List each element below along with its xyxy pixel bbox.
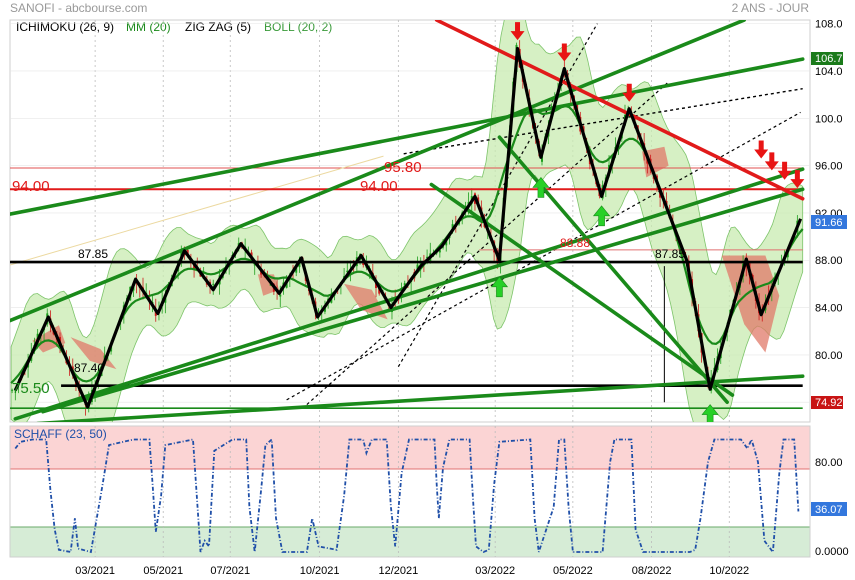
x-tick-label: 10/2021	[300, 565, 340, 577]
schaff-panel: SCHAFF (23, 50) 80.00 0.0000 36.07	[9, 425, 849, 558]
candle-body	[193, 263, 196, 270]
green-trendline	[36, 374, 805, 422]
schaff-value-badge: 36.07	[811, 502, 847, 516]
sell-arrow	[557, 43, 572, 62]
level-label-94-left: 94.00	[12, 178, 50, 195]
candle-body	[438, 250, 441, 253]
x-tick-label: 12/2021	[378, 565, 418, 577]
price-badge-74-92: 74.92	[811, 396, 843, 409]
buy-arrow	[532, 176, 550, 198]
level-label-87-85-right: 87.85	[655, 247, 685, 261]
sell-arrow	[764, 152, 779, 171]
candle-body	[477, 197, 480, 203]
schaff-tick-80: 80.00	[815, 457, 843, 469]
legend-mm: MM (20)	[126, 20, 171, 34]
candle-body	[346, 270, 349, 273]
candle-body	[426, 256, 429, 258]
buy-arrow	[490, 276, 509, 298]
schaff-vertical-grid	[94, 426, 730, 557]
buy-arrow	[701, 404, 719, 422]
x-tick-label: 10/2022	[709, 565, 749, 577]
y-tick-label: 84.00	[815, 303, 843, 315]
sell-arrow	[510, 22, 525, 41]
x-tick-label: 03/2021	[75, 565, 115, 577]
svg-text:106.7: 106.7	[815, 53, 843, 65]
candle-body	[253, 264, 256, 266]
green-trendline	[10, 20, 746, 323]
schaff-title: SCHAFF (23, 50)	[14, 427, 107, 441]
chart-title: SANOFI - abcbourse.com	[10, 1, 147, 15]
svg-text:74.92: 74.92	[815, 397, 843, 409]
candle-body	[445, 241, 448, 246]
green-trendline	[41, 187, 805, 414]
x-tick-label: 05/2021	[143, 565, 183, 577]
legend-zigzag: ZIG ZAG (5)	[185, 20, 251, 34]
level-label-88-88: 88.88	[560, 236, 590, 250]
schaff-line	[14, 436, 800, 555]
x-tick-label: 05/2022	[553, 565, 593, 577]
y-tick-label: 104.0	[815, 66, 843, 78]
schaff-tick-0: 0.0000	[815, 546, 849, 558]
candle-body	[403, 283, 406, 286]
sell-arrow	[790, 170, 805, 189]
level-label-87-40: 87.40	[74, 361, 104, 375]
signal-arrows	[490, 22, 805, 422]
cloud-patch	[344, 283, 388, 320]
price-badge-91-66: 91.66	[811, 215, 847, 229]
cloud-patch	[642, 146, 669, 178]
level-label-95-80: 95.80	[384, 159, 422, 176]
red-resistance-line	[434, 20, 805, 201]
level-label-75-50: 75.50	[12, 380, 50, 397]
svg-text:91.66: 91.66	[815, 217, 843, 229]
green-trendline	[497, 135, 729, 405]
dotted-trendline	[286, 111, 801, 401]
chart-period: 2 ANS - JOUR	[732, 1, 810, 15]
y-tick-label: 108.0	[815, 19, 843, 31]
candle-body	[375, 283, 378, 289]
date-axis: 03/2021 05/2021 07/2021 10/2021 12/2021 03/20…	[75, 565, 749, 577]
price-panel: 76.0080.0084.0088.0092.0096.00100.0104.0…	[9, 19, 847, 423]
buy-arrow	[592, 205, 611, 227]
x-tick-label: 07/2021	[210, 565, 250, 577]
zigzag-line	[13, 46, 803, 409]
y-tick-label: 80.00	[815, 350, 843, 362]
sell-arrow	[622, 83, 637, 102]
candle-body	[11, 389, 14, 391]
legend-boll: BOLL (20, 2)	[264, 20, 332, 34]
green-trendline	[429, 182, 735, 397]
level-label-94-mid: 94.00	[360, 178, 398, 195]
sell-arrow	[777, 161, 792, 180]
candle-body	[416, 264, 419, 269]
green-trendline	[10, 57, 805, 216]
legend-ichimoku: ICHIMOKU (26, 9)	[16, 20, 114, 34]
sell-arrow	[754, 140, 769, 159]
green-trendline	[13, 167, 805, 421]
level-label-87-85-left: 87.85	[78, 247, 108, 261]
candle-body	[212, 283, 215, 285]
y-tick-label: 96.00	[815, 161, 843, 173]
dotted-trendline	[10, 155, 384, 266]
x-tick-label: 03/2022	[475, 565, 515, 577]
resistance-lines	[434, 20, 805, 201]
price-badge-106-7: 106.7	[811, 52, 843, 65]
dotted-trendline	[306, 82, 668, 406]
cloud-patch	[721, 255, 780, 353]
candle-body	[295, 267, 298, 273]
x-tick-label: 08/2022	[632, 565, 672, 577]
candle-body	[279, 294, 282, 297]
candle-body	[285, 281, 288, 288]
y-tick-label: 100.0	[815, 113, 843, 125]
candle-body	[451, 224, 454, 229]
candle-body	[298, 261, 301, 268]
svg-text:36.07: 36.07	[815, 504, 843, 516]
dotted-trendline	[403, 88, 803, 155]
trendlines	[10, 20, 805, 422]
y-tick-label: 88.00	[815, 255, 843, 267]
bollinger-band	[10, 20, 804, 422]
